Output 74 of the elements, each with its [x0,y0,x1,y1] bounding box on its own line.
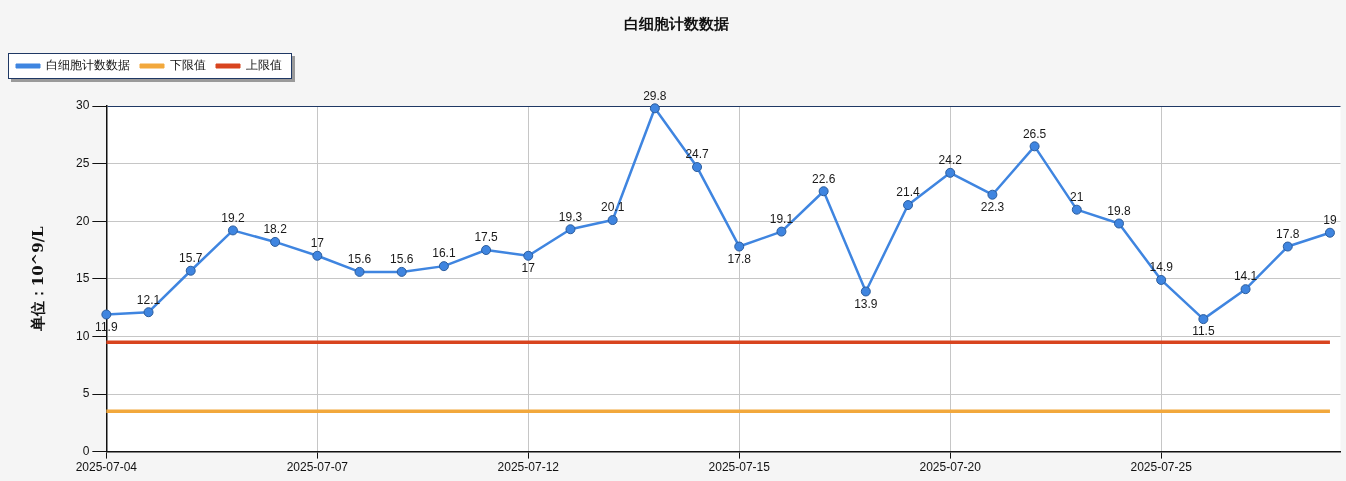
point [354,266,365,277]
data-label: 17.8 [727,251,752,266]
point [1198,314,1209,325]
data-label: 22.3 [980,200,1005,215]
legend-label: 白细胞计数数据 [46,58,130,73]
data-label: 17 [521,261,536,276]
x-tick-label: 2025-07-07 [286,460,349,475]
x-tick-label: 2025-07-15 [708,460,771,475]
data-label: 12.1 [136,292,161,307]
data-label: 19.1 [769,211,794,226]
point [649,103,660,114]
data-label: 18.2 [263,222,288,237]
y-tick-label: 5 [82,386,90,401]
x-tick-label: 2025-07-25 [1130,460,1193,475]
y-axis-title: 单位：10^9/L [28,225,47,333]
data-label: 19.2 [221,210,245,225]
point [270,236,281,247]
point [1071,204,1082,215]
data-label: 19.8 [1107,203,1131,218]
y-tick-label: 10 [75,328,90,343]
point [565,224,576,235]
x-tick-label: 2025-07-20 [919,460,982,475]
data-label: 15.7 [179,251,203,266]
y-tick-label: 15 [75,271,90,286]
data-label: 17.8 [1276,226,1300,241]
data-label: 24.2 [938,153,963,168]
y-tick-label: 30 [75,98,90,113]
point [860,286,871,297]
y-tick-label: 0 [82,443,90,458]
point [523,250,534,261]
point [1324,227,1335,238]
point [396,266,407,277]
point [1113,218,1124,229]
data-label: 15.6 [390,252,414,267]
point [1029,141,1040,152]
point [987,189,998,200]
point [1156,274,1167,285]
chart-title: 白细胞计数数据 [623,15,729,33]
point [143,307,154,318]
point [185,265,196,276]
data-label: 19.3 [558,209,583,224]
point [438,261,449,272]
data-label: 26.5 [1022,126,1047,141]
x-tick-label: 2025-07-04 [75,460,138,475]
point [776,226,787,237]
legend-label: 上限值 [246,58,282,73]
data-label: 16.1 [432,246,456,261]
point [903,200,914,211]
point [227,225,238,236]
point [945,167,956,178]
data-label: 21.4 [896,185,921,200]
data-label: 11.5 [1192,324,1215,339]
point [1240,284,1251,295]
point [101,309,112,320]
data-label: 21 [1070,189,1084,204]
y-tick-label: 20 [75,213,90,228]
data-label: 17 [310,236,325,251]
point [1282,241,1293,252]
point [481,245,492,255]
point [607,215,618,226]
point [312,250,323,261]
point [734,241,745,252]
x-tick-label: 2025-07-12 [497,460,560,475]
data-label: 29.8 [643,88,667,103]
data-label: 22.6 [811,171,836,186]
point [692,162,703,173]
data-label: 13.9 [854,296,878,311]
data-label: 17.5 [474,230,499,245]
data-label: 15.6 [347,252,372,267]
y-tick-label: 25 [75,155,90,170]
data-label: 19 [1323,213,1337,228]
point [818,186,829,197]
legend-label: 下限值 [170,58,206,73]
data-label: 14.1 [1233,269,1258,284]
